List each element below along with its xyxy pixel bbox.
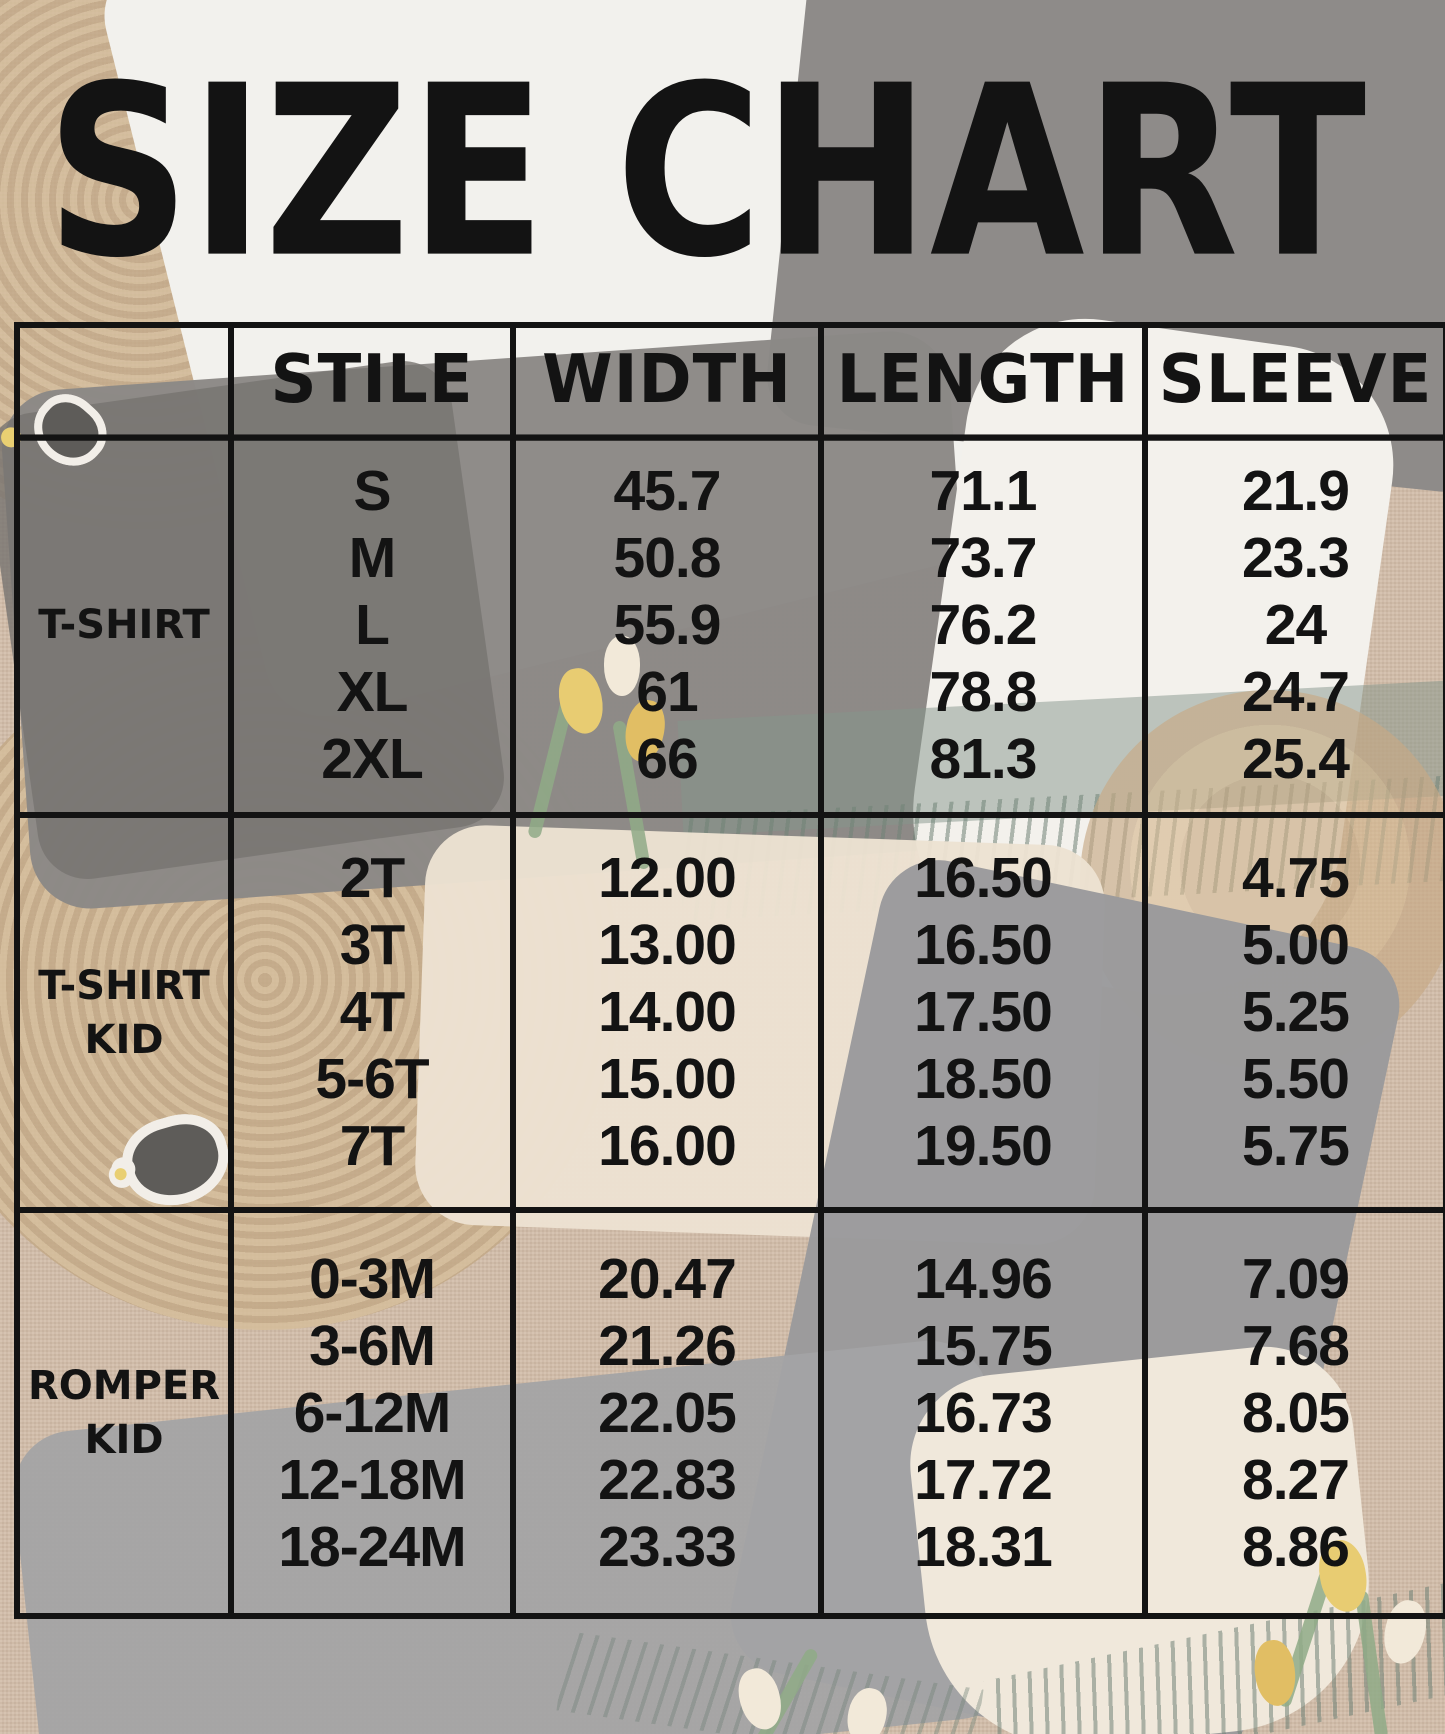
size-value: 6-12M (293, 1380, 452, 1445)
size-value: 45.7 (613, 458, 722, 523)
row-group-label: T-SHIRT KID (20, 818, 234, 1213)
size-value: 3-6M (309, 1313, 436, 1378)
size-value: 16.50 (914, 846, 1053, 910)
size-value: 16.00 (598, 1114, 737, 1178)
data-column-cell: 45.7 50.8 55.9 61 66 (516, 438, 824, 818)
data-column-cell: 0-3M 3-6M 6-12M 12-18M 18-24M (234, 1213, 516, 1613)
size-value: 14.00 (598, 980, 737, 1044)
corner-cell (20, 325, 234, 441)
size-value: 25.4 (1242, 726, 1350, 791)
size-value: 17.72 (914, 1447, 1053, 1512)
data-column-cell: 12.00 13.00 14.00 15.00 16.00 (516, 818, 824, 1213)
data-column-cell: 20.47 21.26 22.05 22.83 23.33 (516, 1213, 824, 1613)
size-value: 15.75 (914, 1313, 1053, 1378)
size-value: 18.50 (914, 1047, 1053, 1111)
size-value: 8.86 (1242, 1514, 1350, 1579)
size-value: 81.3 (929, 726, 1038, 791)
size-value: 73.7 (929, 525, 1038, 590)
size-value: 24 (1264, 592, 1327, 657)
size-value: 13.00 (598, 913, 737, 977)
page-title: SIZE CHART (46, 35, 1367, 311)
data-column-cell: 7.09 7.68 8.05 8.27 8.86 (1148, 1213, 1443, 1613)
column-header: SLEEVE (1148, 325, 1443, 441)
size-value: 24.7 (1242, 659, 1350, 724)
data-column-cell: 14.96 15.75 16.73 17.72 18.31 (824, 1213, 1148, 1613)
size-value: 16.50 (914, 913, 1053, 977)
size-value: 17.50 (914, 980, 1053, 1044)
size-value: 12.00 (598, 846, 737, 910)
size-value: 4T (339, 980, 406, 1044)
data-column-cell: 21.9 23.3 24 24.7 25.4 (1148, 438, 1443, 818)
column-header: STILE (234, 325, 516, 441)
size-value: 76.2 (929, 592, 1038, 657)
data-column-cell: 71.1 73.7 76.2 78.8 81.3 (824, 438, 1148, 818)
size-value: 19.50 (914, 1114, 1053, 1178)
size-value: 2XL (321, 726, 424, 791)
size-value: 5.75 (1242, 1114, 1350, 1178)
size-value: 21.9 (1242, 458, 1350, 523)
size-value: 0-3M (309, 1246, 436, 1311)
size-value: L (355, 592, 390, 657)
data-column-cell: 16.50 16.50 17.50 18.50 19.50 (824, 818, 1148, 1213)
size-value: 18-24M (278, 1514, 466, 1579)
size-value: M (348, 525, 396, 590)
size-value: 7T (339, 1114, 406, 1178)
size-value: 5.25 (1242, 980, 1350, 1044)
size-value: 4.75 (1242, 846, 1350, 910)
data-column-cell: S M L XL 2XL (234, 438, 516, 818)
size-value: 15.00 (598, 1047, 737, 1111)
size-value: 66 (636, 726, 698, 791)
column-header: WIDTH (516, 325, 824, 441)
size-value: 2T (339, 846, 406, 910)
size-value: 5.50 (1242, 1047, 1350, 1111)
size-value: 20.47 (598, 1246, 737, 1311)
size-value: 3T (339, 913, 406, 977)
size-value: 23.33 (598, 1514, 737, 1579)
row-group-label: ROMPER KID (20, 1213, 234, 1613)
column-header: LENGTH (824, 325, 1148, 441)
size-value: 14.96 (914, 1246, 1053, 1311)
data-column-cell: 4.75 5.00 5.25 5.50 5.75 (1148, 818, 1443, 1213)
size-value: 8.27 (1242, 1447, 1350, 1512)
size-value: 61 (636, 659, 698, 724)
size-value: 55.9 (613, 592, 722, 657)
size-value: XL (336, 659, 409, 724)
size-value: 78.8 (929, 659, 1038, 724)
size-value: 12-18M (278, 1447, 466, 1512)
data-column-cell: 2T 3T 4T 5-6T 7T (234, 818, 516, 1213)
size-value: 5-6T (315, 1047, 429, 1111)
size-value: 18.31 (914, 1514, 1053, 1579)
size-value: 71.1 (929, 458, 1038, 523)
size-value: 50.8 (613, 525, 722, 590)
size-value: 22.05 (598, 1380, 737, 1445)
size-chart-table: STILE WIDTH LENGTH SLEEVE T-SHIRT S M L XL 2XL 45.… (14, 322, 1445, 1619)
tulip-flower (604, 636, 640, 696)
size-value: 23.3 (1242, 525, 1350, 590)
size-value: 5.00 (1242, 913, 1350, 977)
size-value: 22.83 (598, 1447, 737, 1512)
size-value: S (353, 458, 391, 523)
size-value: 16.73 (914, 1380, 1053, 1445)
size-value: 8.05 (1242, 1380, 1350, 1445)
size-value: 21.26 (598, 1313, 737, 1378)
row-group-label: T-SHIRT (20, 438, 234, 818)
size-value: 7.09 (1242, 1246, 1350, 1311)
size-value: 7.68 (1242, 1313, 1350, 1378)
